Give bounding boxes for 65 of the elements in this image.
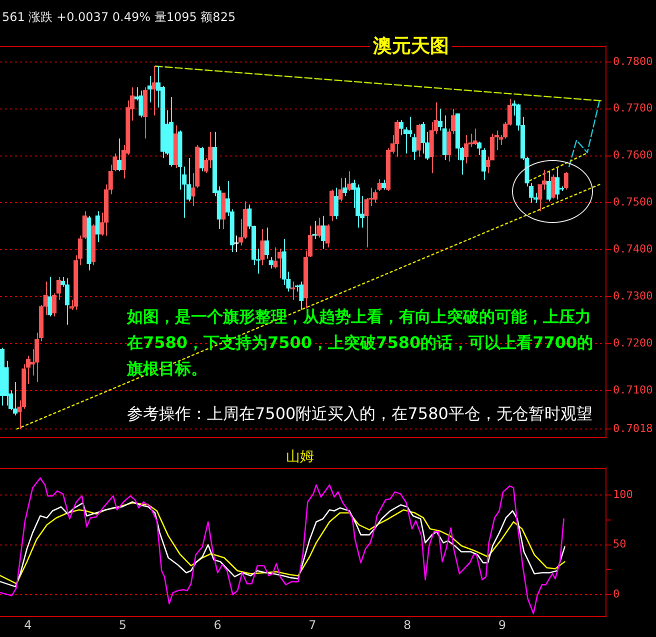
candlestick (260, 228, 265, 266)
candlestick (199, 146, 204, 172)
chart-title: 山姆 (283, 448, 317, 466)
line-series (568, 100, 600, 168)
candlestick (555, 168, 560, 200)
y-tick-label: 0.7500 (613, 196, 653, 209)
y-tick-label: 0.7600 (613, 148, 653, 162)
candlestick (334, 187, 338, 220)
candlestick (398, 120, 404, 136)
x-tick-label: 5 (118, 618, 127, 632)
candlestick (546, 170, 552, 202)
candlestick (56, 276, 61, 300)
candlestick (564, 172, 568, 190)
y-tick-label: 0 (613, 588, 620, 601)
candlestick (116, 138, 122, 172)
candlestick (377, 178, 382, 192)
candlestick (472, 128, 478, 146)
candlestick (138, 90, 144, 118)
annotation: 参考操作：上周在7500附近买入的，在7580平仓，无仓暂时观望 (127, 404, 592, 425)
candlestick (364, 198, 369, 248)
y-tick-label: 0.7800 (613, 54, 653, 68)
candlestick (316, 217, 322, 238)
candlestick (464, 134, 469, 164)
y-tick-label: 50 (613, 538, 626, 551)
candlestick (550, 174, 556, 200)
candlestick (147, 76, 152, 103)
candlestick (394, 120, 400, 158)
candlestick (338, 177, 343, 202)
candlestick (416, 123, 421, 158)
x-tick-label: 4 (24, 618, 32, 632)
candlestick (412, 133, 417, 161)
candlestick (152, 66, 156, 116)
x-tick-label: 9 (498, 618, 506, 632)
candlestick (299, 281, 304, 310)
y-tick-label: 0.7200 (613, 336, 653, 350)
candlestick (542, 169, 547, 190)
candlestick (273, 246, 278, 269)
y-tick-label: 100 (613, 488, 633, 501)
candlestick (52, 292, 57, 317)
candlestick (64, 278, 70, 326)
candlestick (264, 227, 270, 260)
y-tick-label: 0.7018 (613, 422, 653, 435)
y-tick-label: 0.7100 (613, 383, 653, 396)
candlestick (277, 248, 282, 279)
candlestick (320, 215, 326, 250)
candlestick (95, 210, 100, 243)
y-tick-label: 0.7400 (613, 242, 653, 256)
candlestick (329, 189, 334, 222)
candlestick (538, 184, 542, 212)
candlestick (382, 179, 386, 190)
candlestick (325, 224, 330, 248)
chart-title: 澳元天图 (370, 33, 452, 59)
candlestick (48, 276, 52, 317)
candlestick (408, 116, 412, 138)
text: 561 涨跌 +0.0037 0.49% 量1095 额825 (2, 9, 236, 26)
candlestick (12, 382, 18, 416)
x-tick-label: 7 (308, 618, 316, 632)
y-tick-label: 0.7300 (613, 289, 653, 302)
candlestick (208, 131, 213, 169)
x-tick-label: 8 (403, 618, 412, 632)
y-tick-label: 0.7700 (613, 102, 653, 115)
candlestick (234, 235, 239, 253)
candlestick (268, 256, 274, 269)
x-tick-label: 6 (214, 618, 222, 632)
candlestick (346, 170, 352, 192)
